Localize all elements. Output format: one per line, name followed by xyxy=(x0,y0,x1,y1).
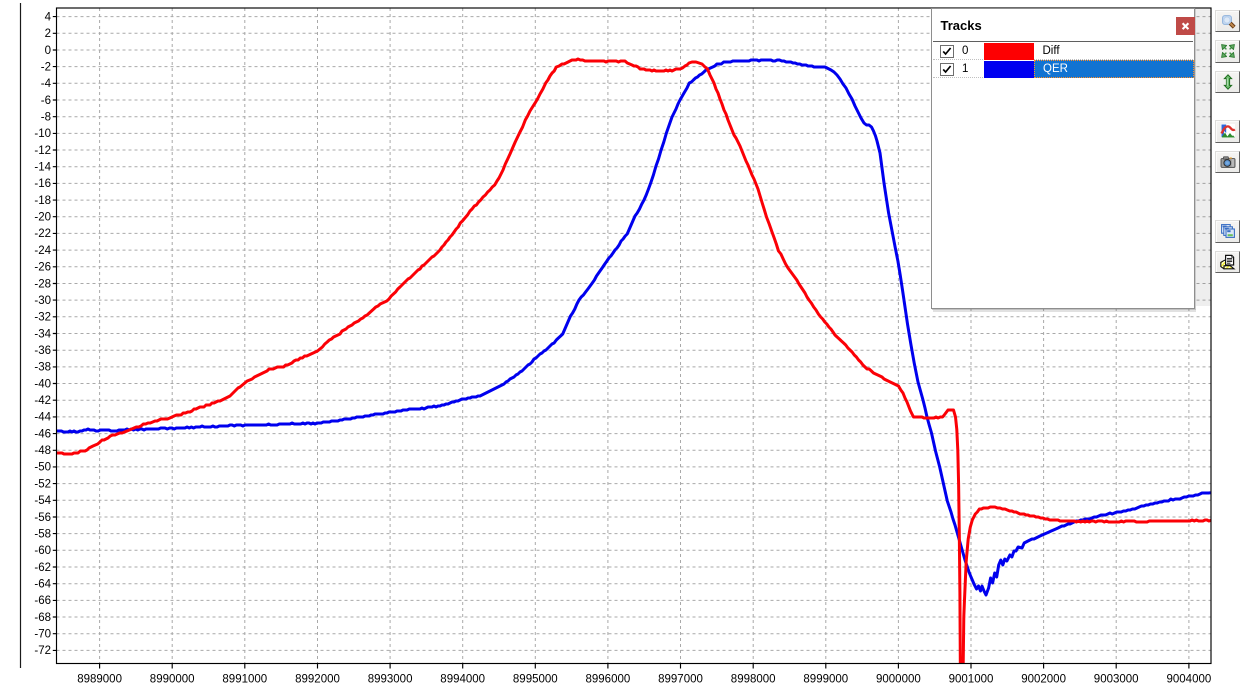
svg-text:-64: -64 xyxy=(34,579,51,591)
svg-text:9004000: 9004000 xyxy=(1167,674,1212,686)
svg-text:2: 2 xyxy=(45,28,51,40)
svg-text:-52: -52 xyxy=(34,478,51,490)
svg-text:-46: -46 xyxy=(34,428,51,440)
svg-text:-48: -48 xyxy=(34,445,51,457)
svg-text:8995000: 8995000 xyxy=(513,674,558,686)
svg-text:-34: -34 xyxy=(34,328,51,340)
svg-text:8994000: 8994000 xyxy=(440,674,485,686)
svg-text:8999000: 8999000 xyxy=(803,674,848,686)
svg-text:-68: -68 xyxy=(34,612,51,624)
svg-text:-32: -32 xyxy=(34,312,51,324)
svg-text:-16: -16 xyxy=(34,178,51,190)
svg-text:-18: -18 xyxy=(34,195,51,207)
svg-text:8989000: 8989000 xyxy=(77,674,122,686)
svg-text:-58: -58 xyxy=(34,528,51,540)
svg-text:-12: -12 xyxy=(34,145,51,157)
svg-text:-24: -24 xyxy=(34,245,51,257)
svg-text:8998000: 8998000 xyxy=(731,674,776,686)
svg-text:-66: -66 xyxy=(34,595,51,607)
svg-text:-50: -50 xyxy=(34,462,51,474)
svg-text:-26: -26 xyxy=(34,262,51,274)
svg-text:8996000: 8996000 xyxy=(586,674,631,686)
svg-text:-42: -42 xyxy=(34,395,51,407)
svg-text:0: 0 xyxy=(45,45,51,57)
svg-text:-38: -38 xyxy=(34,362,51,374)
svg-text:-56: -56 xyxy=(34,512,51,524)
svg-text:-2: -2 xyxy=(41,61,51,73)
svg-text:9000000: 9000000 xyxy=(876,674,921,686)
svg-text:8991000: 8991000 xyxy=(222,674,267,686)
svg-text:9002000: 9002000 xyxy=(1021,674,1066,686)
svg-text:9001000: 9001000 xyxy=(949,674,994,686)
svg-text:-54: -54 xyxy=(34,495,51,507)
svg-text:-72: -72 xyxy=(34,645,51,657)
svg-text:-4: -4 xyxy=(41,78,52,90)
svg-text:-22: -22 xyxy=(34,228,51,240)
svg-text:9003000: 9003000 xyxy=(1094,674,1139,686)
svg-text:-40: -40 xyxy=(34,378,51,390)
svg-text:8997000: 8997000 xyxy=(658,674,703,686)
svg-text:-8: -8 xyxy=(41,112,51,124)
svg-text:-6: -6 xyxy=(41,95,51,107)
svg-text:-14: -14 xyxy=(34,162,51,174)
svg-text:4: 4 xyxy=(45,11,52,23)
svg-text:-20: -20 xyxy=(34,212,51,224)
svg-text:-60: -60 xyxy=(34,545,51,557)
svg-text:8993000: 8993000 xyxy=(368,674,413,686)
svg-text:8992000: 8992000 xyxy=(295,674,340,686)
svg-text:-10: -10 xyxy=(34,128,51,140)
svg-text:-44: -44 xyxy=(34,412,51,424)
svg-text:-70: -70 xyxy=(34,629,51,641)
svg-text:-28: -28 xyxy=(34,278,51,290)
svg-text:-30: -30 xyxy=(34,295,51,307)
svg-text:-36: -36 xyxy=(34,345,51,357)
svg-text:-62: -62 xyxy=(34,562,51,574)
svg-text:8990000: 8990000 xyxy=(150,674,195,686)
